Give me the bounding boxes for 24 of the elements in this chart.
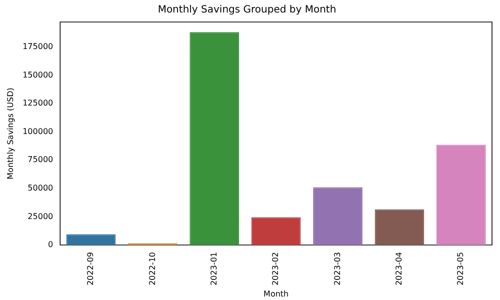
bar xyxy=(313,187,362,245)
y-tick-label: 125000 xyxy=(22,98,54,108)
y-tick-label: 0 xyxy=(48,240,54,250)
bar xyxy=(190,32,240,245)
bar xyxy=(251,217,301,245)
y-tick-label: 150000 xyxy=(22,70,54,80)
bar xyxy=(374,209,424,245)
y-tick-label: 100000 xyxy=(22,126,54,136)
y-tick-label: 175000 xyxy=(22,42,54,51)
x-tick-label: 2023-05 xyxy=(456,252,466,286)
y-tick-label: 50000 xyxy=(28,183,54,192)
y-tick-label: 25000 xyxy=(28,212,54,221)
bar xyxy=(436,144,486,245)
x-tick-label: 2023-04 xyxy=(394,252,404,286)
x-tick-label: 2023-03 xyxy=(332,252,342,286)
y-axis-title: Monthly Savings (USD) xyxy=(6,88,15,180)
x-tick-label: 2022-09 xyxy=(86,252,96,286)
x-tick-label: 2022-10 xyxy=(148,252,157,286)
x-tick-label: 2023-02 xyxy=(271,252,280,286)
x-axis-title: Month xyxy=(264,289,289,298)
bar xyxy=(66,234,116,245)
chart-title: Monthly Savings Grouped by Month xyxy=(158,4,336,16)
y-tick-label: 75000 xyxy=(28,155,54,164)
x-tick-label: 2023-01 xyxy=(209,252,218,286)
